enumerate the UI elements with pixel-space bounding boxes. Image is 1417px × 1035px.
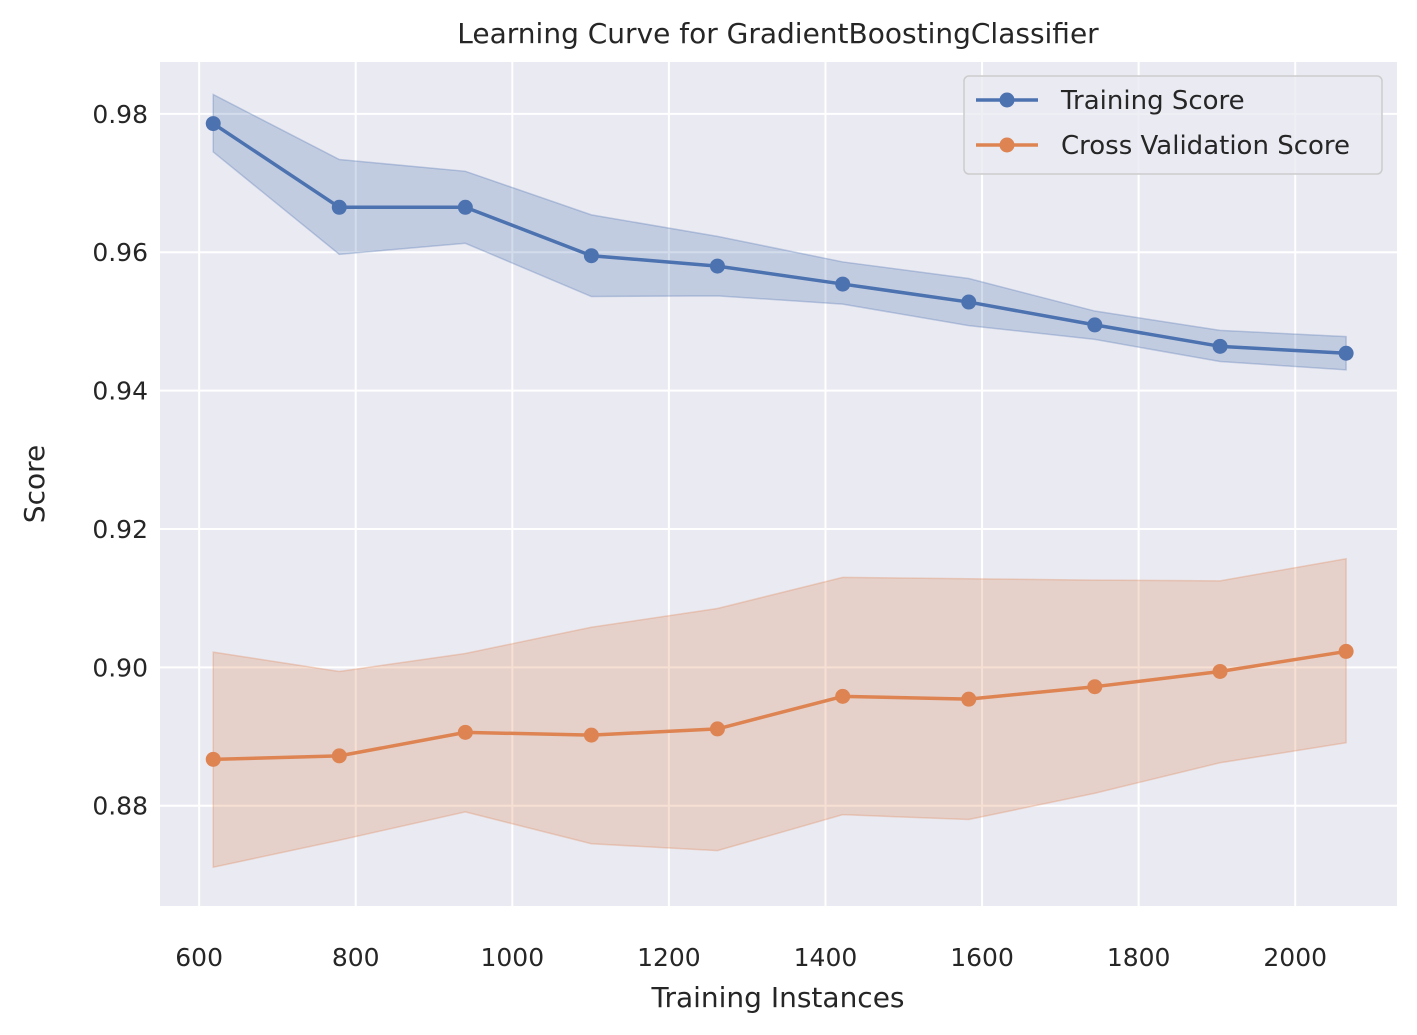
cross-validation-score-point: [205, 751, 221, 767]
cross-validation-score-point: [961, 691, 977, 707]
x-tick-label: 1800: [1107, 943, 1171, 972]
cross-validation-score-point: [331, 748, 347, 764]
x-tick-label: 600: [175, 943, 223, 972]
legend-training-marker: [999, 92, 1015, 108]
legend-cv-label: Cross Validation Score: [1061, 131, 1350, 161]
y-tick-label: 0.88: [92, 792, 148, 821]
cross-validation-score-line: [213, 649, 1347, 762]
series-markers: [205, 116, 1354, 767]
chart-title: Learning Curve for GradientBoostingClass…: [457, 17, 1099, 50]
training-score-point: [583, 248, 599, 264]
training-score-point: [331, 199, 347, 215]
x-axis-title: Training Instances: [650, 981, 904, 1014]
x-tick-label: 2000: [1263, 943, 1327, 972]
training-score-band: [212, 93, 1347, 371]
y-tick-label: 0.92: [92, 515, 148, 544]
legend-box: [963, 75, 1383, 175]
x-tick-label: 1400: [794, 943, 858, 972]
x-tick-label: 800: [332, 943, 380, 972]
y-tick-label: 0.98: [92, 100, 148, 129]
training-score-point: [1338, 345, 1354, 361]
training-score-point: [457, 199, 473, 215]
training-score-point: [205, 116, 221, 132]
training-score-point: [1212, 338, 1228, 354]
training-score-point: [961, 294, 977, 310]
legend: Training Score Cross Validation Score: [963, 75, 1383, 175]
cross-validation-score-point: [1338, 643, 1354, 659]
cross-validation-score-point: [709, 721, 725, 737]
x-tick-label: 1200: [637, 943, 701, 972]
x-tick-label: 1600: [950, 943, 1014, 972]
cross-validation-score-point: [1212, 663, 1228, 679]
training-score-point: [709, 258, 725, 274]
training-score-line: [212, 122, 1347, 355]
tick-labels: 600 800 1000 1200 1400 1600 1800 2000 0.88 0.90 0.…: [92, 100, 1327, 972]
training-score-point: [1087, 317, 1103, 333]
x-tick-label: 1000: [480, 943, 544, 972]
legend-training-label: Training Score: [1060, 86, 1245, 116]
training-score-point: [835, 276, 851, 292]
y-tick-label: 0.90: [92, 653, 148, 682]
y-axis-title: Score: [18, 445, 51, 523]
legend-cv-marker: [999, 137, 1015, 153]
cross-validation-score-point: [457, 724, 473, 740]
cross-validation-score-point: [583, 727, 599, 743]
series-lines: [212, 122, 1347, 762]
cross-validation-score-point: [835, 688, 851, 704]
plot-background: [160, 62, 1397, 906]
cross-validation-score-point: [1087, 679, 1103, 695]
grid-lines: [160, 62, 1397, 906]
y-tick-label: 0.94: [92, 377, 148, 406]
y-tick-label: 0.96: [92, 238, 148, 267]
